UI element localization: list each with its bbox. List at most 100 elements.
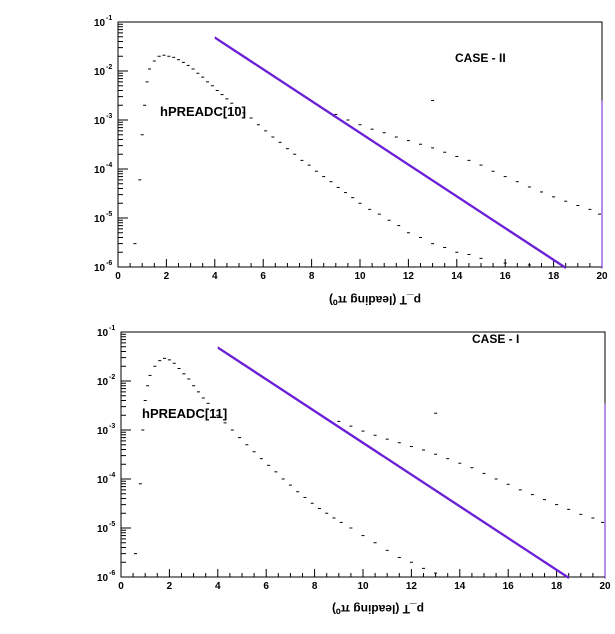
histogram-label: hPREADC[11] bbox=[142, 406, 227, 421]
data-point bbox=[431, 243, 435, 245]
chart-panel-case-i: 10-110-210-310-410-510-6 0 2 4 6 8 10 12 14 16 18… bbox=[97, 325, 611, 616]
x-tick-label: 10 bbox=[357, 581, 369, 592]
data-point bbox=[458, 462, 462, 464]
data-point bbox=[601, 521, 605, 523]
x-tick-label: 10 bbox=[354, 271, 366, 282]
y-tick-label: 10 bbox=[97, 573, 109, 584]
y-tick-label: 10 bbox=[97, 377, 109, 388]
data-point bbox=[145, 81, 149, 83]
data-point bbox=[422, 567, 425, 569]
data-point bbox=[134, 553, 138, 555]
data-point bbox=[431, 147, 435, 149]
x-tick-label: 20 bbox=[596, 271, 608, 282]
y-tick-label: 10 bbox=[94, 116, 106, 127]
y-tick-exponent: -3 bbox=[109, 423, 115, 430]
data-point bbox=[479, 257, 483, 259]
x-tick-label: 12 bbox=[406, 581, 418, 592]
data-point bbox=[238, 437, 242, 439]
data-point bbox=[446, 458, 450, 460]
data-point bbox=[419, 236, 422, 238]
data-point bbox=[382, 132, 386, 134]
case-label: CASE - I bbox=[472, 332, 519, 346]
y-tick-label: 10 bbox=[94, 165, 106, 176]
data-point bbox=[249, 117, 253, 119]
data-point bbox=[385, 549, 389, 551]
data-point bbox=[579, 513, 583, 515]
y-tick-label: 10 bbox=[97, 524, 109, 535]
data-point bbox=[143, 104, 147, 106]
x-tick-label: 6 bbox=[260, 271, 266, 282]
data-point bbox=[288, 484, 292, 486]
data-point bbox=[264, 130, 268, 132]
data-point bbox=[349, 527, 353, 529]
x-tick-label: 0 bbox=[115, 271, 121, 282]
data-point bbox=[201, 397, 205, 399]
data-point bbox=[503, 262, 507, 264]
data-point bbox=[303, 496, 307, 498]
fit-line bbox=[217, 346, 569, 578]
histogram-label: hPREADC[10] bbox=[160, 104, 246, 119]
data-point bbox=[235, 106, 239, 108]
data-point bbox=[343, 192, 347, 194]
data-point bbox=[146, 385, 150, 387]
data-point bbox=[162, 54, 166, 56]
data-point bbox=[267, 464, 271, 466]
data-point bbox=[242, 112, 246, 114]
y-tick-label: 10 bbox=[94, 214, 106, 225]
data-point bbox=[358, 202, 362, 204]
y-tick-label: 10 bbox=[97, 475, 109, 486]
data-point bbox=[220, 94, 224, 96]
data-point bbox=[133, 243, 137, 245]
x-axis-title: p_T (leading π⁰) bbox=[329, 293, 421, 307]
y-tick-exponent: -6 bbox=[106, 260, 112, 267]
data-point bbox=[527, 186, 531, 188]
x-tick-label: 12 bbox=[403, 271, 415, 282]
x-tick-label: 4 bbox=[215, 581, 221, 592]
data-point bbox=[443, 247, 447, 249]
data-point bbox=[167, 359, 171, 361]
data-point bbox=[329, 181, 333, 183]
data-point bbox=[158, 360, 162, 362]
data-point bbox=[494, 478, 498, 480]
y-axis-ticks: 10-110-210-310-410-510-6 bbox=[94, 15, 128, 274]
x-tick-label: 14 bbox=[451, 271, 463, 282]
plot-frame bbox=[117, 21, 603, 268]
data-point bbox=[431, 100, 435, 102]
data-point bbox=[515, 181, 519, 183]
data-point bbox=[310, 502, 314, 504]
data-point bbox=[211, 409, 215, 411]
y-tick-exponent: -2 bbox=[106, 64, 112, 71]
data-point bbox=[206, 81, 210, 83]
data-point bbox=[406, 232, 410, 234]
data-point bbox=[186, 64, 190, 66]
data-point bbox=[172, 56, 176, 58]
data-point bbox=[325, 512, 329, 514]
x-tick-label: 16 bbox=[503, 581, 515, 592]
data-point bbox=[230, 102, 234, 104]
data-point bbox=[177, 367, 181, 369]
data-point bbox=[182, 373, 186, 375]
data-point bbox=[259, 458, 263, 460]
data-point bbox=[434, 572, 438, 574]
data-point bbox=[443, 151, 447, 153]
data-point bbox=[296, 491, 300, 493]
x-axis-ticks: 0 2 4 6 8 10 12 14 16 18 20 bbox=[118, 569, 611, 592]
data-point bbox=[349, 425, 353, 427]
data-point bbox=[334, 113, 338, 115]
data-point bbox=[177, 59, 180, 61]
data-point bbox=[191, 68, 195, 70]
data-point bbox=[278, 141, 282, 143]
x-tick-label: 0 bbox=[118, 581, 124, 592]
data-point bbox=[128, 266, 132, 268]
data-point bbox=[314, 170, 318, 172]
chart-panel-case-ii: 10-110-210-310-410-510-6 0 2 4 6 8 10 12 14 16 18… bbox=[94, 15, 608, 307]
data-point bbox=[406, 140, 410, 142]
y-tick-label: 10 bbox=[97, 426, 109, 437]
data-point bbox=[271, 136, 275, 138]
data-point bbox=[167, 55, 171, 57]
y-tick-exponent: -6 bbox=[109, 570, 115, 577]
data-point bbox=[555, 504, 559, 506]
data-point bbox=[322, 176, 326, 178]
data-point bbox=[397, 225, 401, 227]
